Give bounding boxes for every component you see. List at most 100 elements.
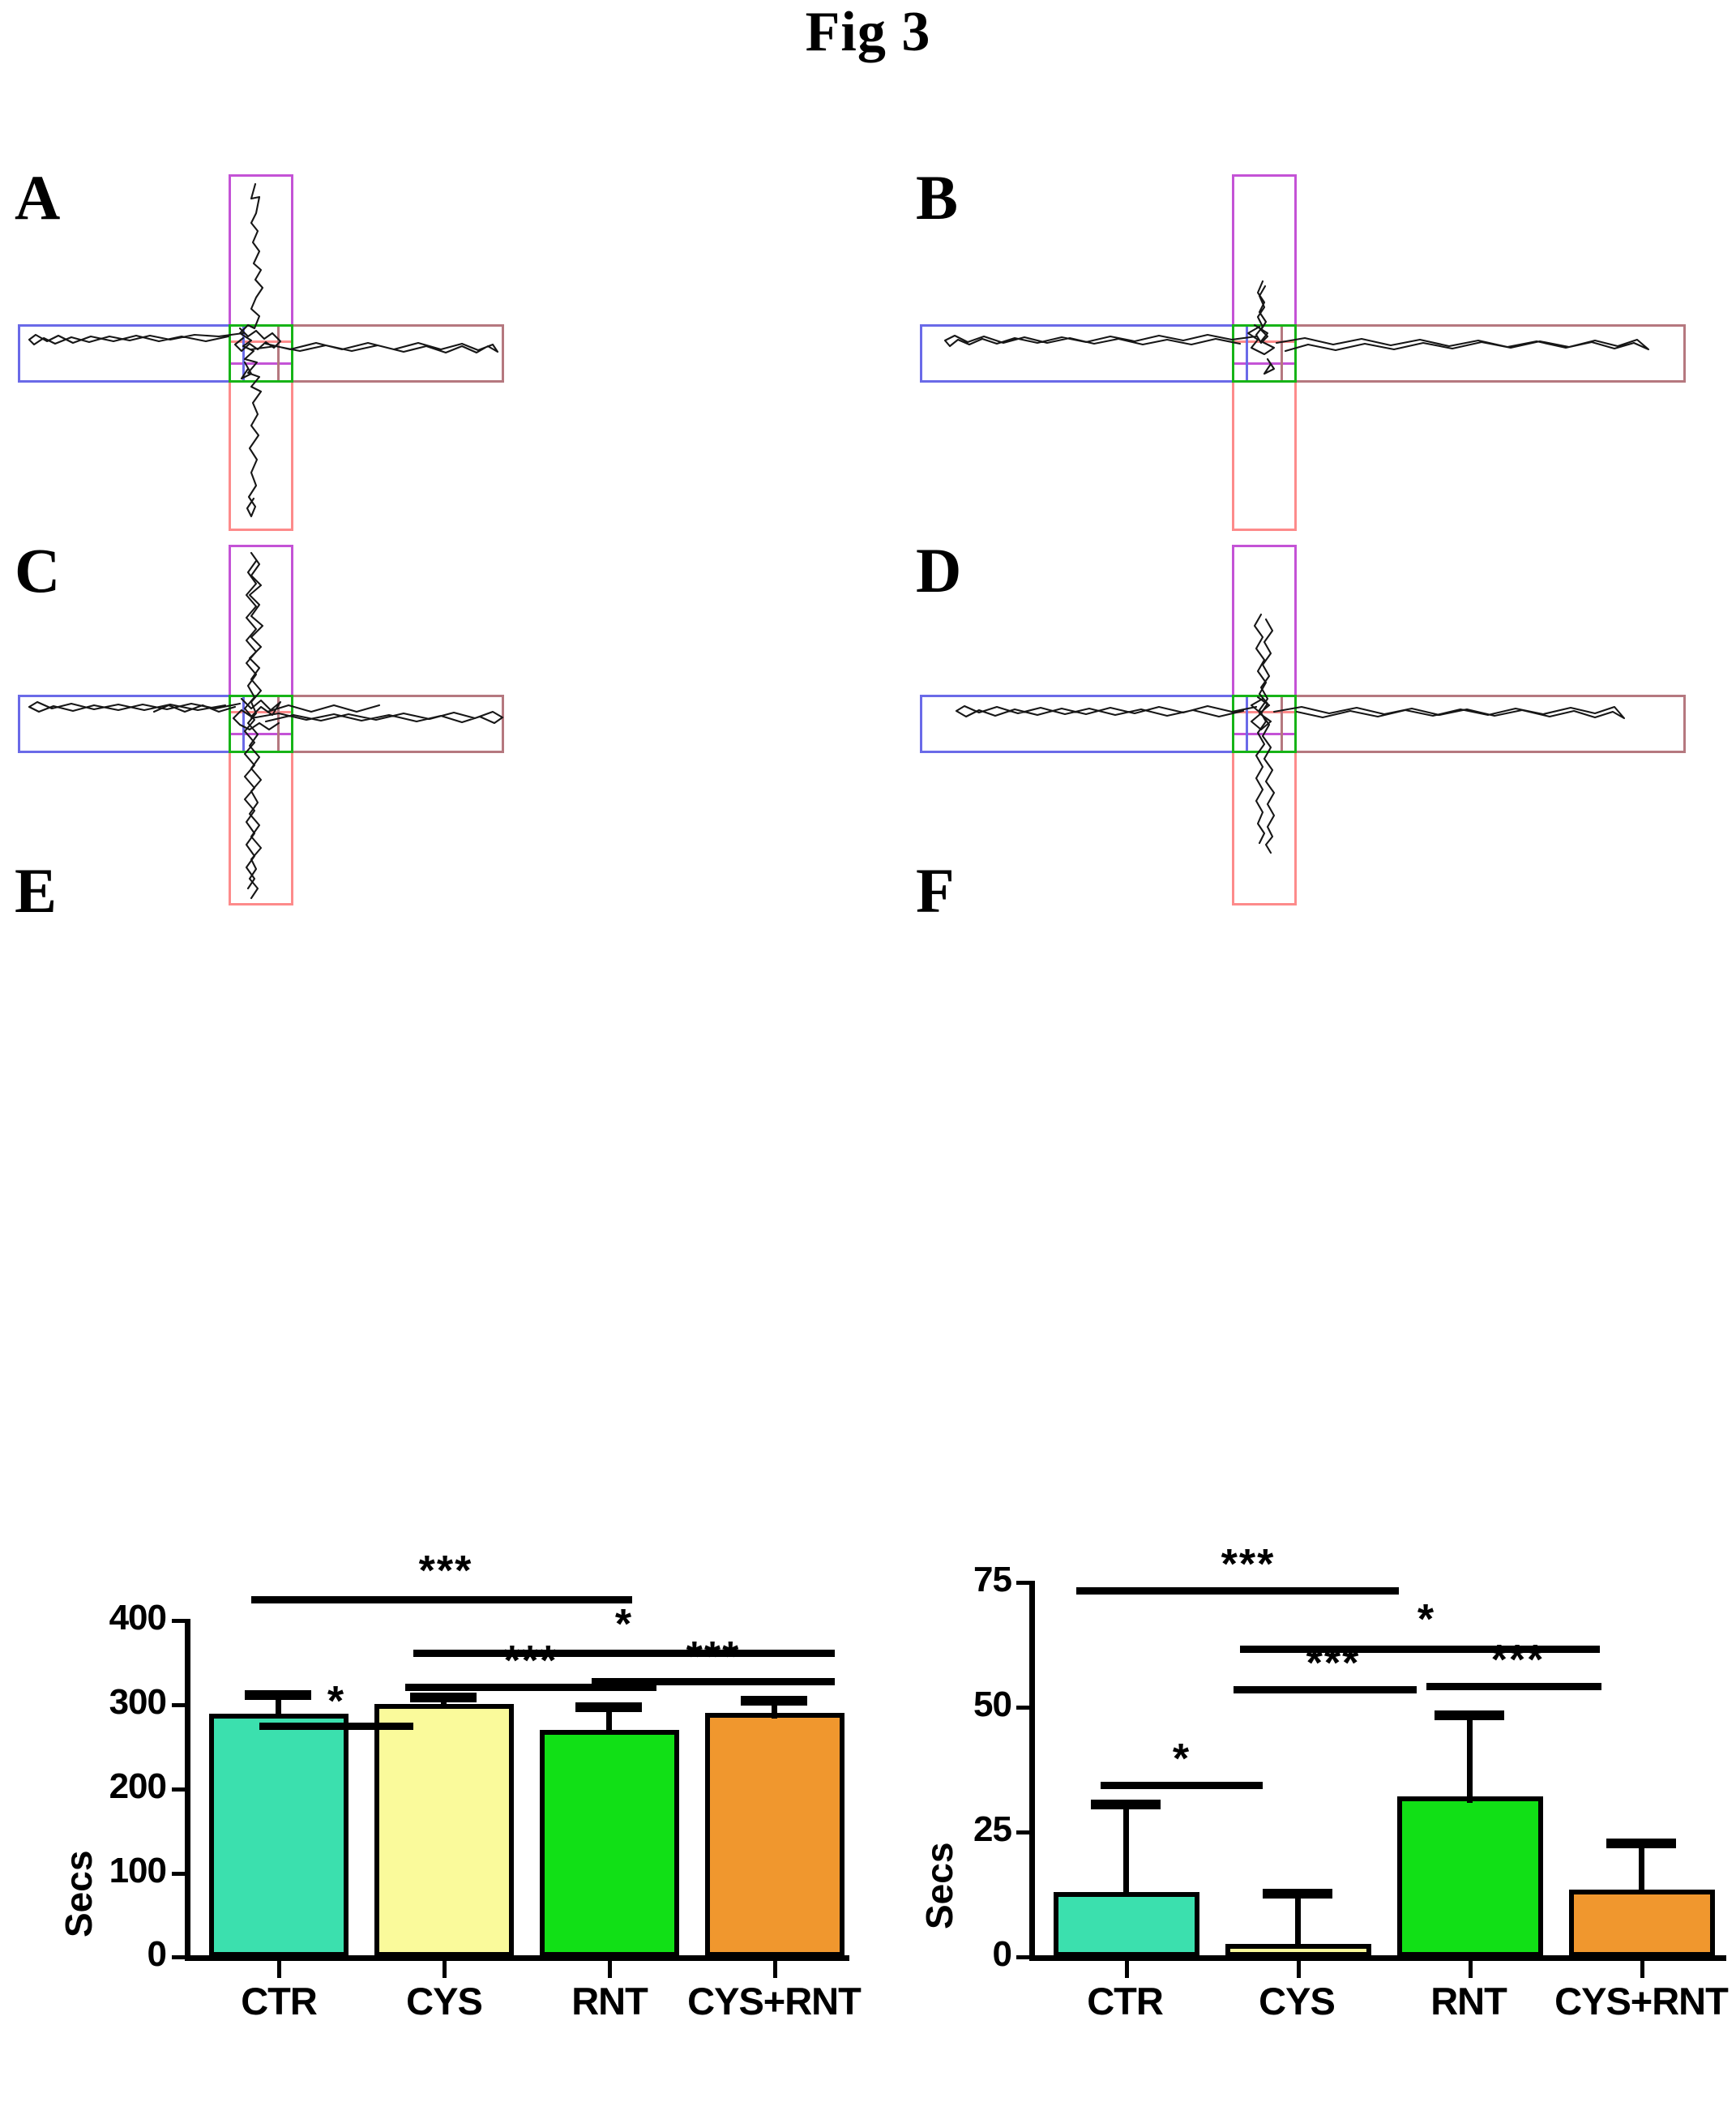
sig-bar-ctr-rnt-e <box>251 1596 632 1603</box>
y-tick-label-200: 200 <box>109 1766 167 1806</box>
error-line-rnt-f <box>1467 1715 1473 1803</box>
y-tick-100 <box>172 1872 186 1876</box>
x-axis-label-cys-e: CYS <box>406 1980 483 2023</box>
zone-box-center <box>229 695 293 753</box>
y-tick-200 <box>172 1787 186 1792</box>
movement-trace-a <box>28 182 499 518</box>
panel-letter-f: F <box>916 855 955 926</box>
error-cap-cys-e <box>410 1693 477 1702</box>
zone-box-left <box>920 695 1248 753</box>
x-axis-label-cysrnt-f: CYS+RNT <box>1554 1980 1729 2023</box>
x-axis-label-rnt-f: RNT <box>1430 1980 1507 2023</box>
bar-rnt-e <box>540 1730 679 1957</box>
figure-title: Fig 3 <box>805 1 931 63</box>
zone-box-right <box>277 324 504 383</box>
sig-bar-ctr-cys-e <box>259 1723 413 1730</box>
x-tick-cysrnt-f <box>1640 1960 1644 1978</box>
error-cap-cys-f <box>1263 1889 1332 1899</box>
panel-letter-e: E <box>15 855 58 926</box>
error-cap-rnt-f <box>1435 1710 1504 1720</box>
error-cap-ctr-e <box>245 1690 311 1700</box>
zone-box-top <box>229 174 293 365</box>
sig-stars-ctr-rnt-f: *** <box>1221 1541 1276 1588</box>
x-tick-ctr-e <box>277 1960 281 1978</box>
error-line-rnt-e <box>606 1707 612 1735</box>
x-axis-label-ctr-f: CTR <box>1087 1980 1164 2023</box>
x-axis-label-cysrnt-e: CYS+RNT <box>687 1980 862 2023</box>
sig-stars-ctr-cys-f: * <box>1172 1736 1191 1783</box>
error-cap-cysrnt-e <box>741 1696 807 1706</box>
x-tick-ctr-f <box>1125 1960 1129 1978</box>
y-tick-label-300: 300 <box>109 1682 167 1722</box>
sig-bar-cys-rnt-e <box>405 1684 656 1691</box>
bar-chart-panel-f: Secs 75 50 25 0 CTR CYS RNT CYS+RNT *** … <box>867 1543 1736 2051</box>
track-plot-panel-c <box>8 545 527 905</box>
x-axis-label-rnt-e: RNT <box>571 1980 648 2023</box>
sig-bar-rnt-cysrnt-e <box>592 1678 835 1685</box>
zone-box-left <box>18 695 245 753</box>
sig-stars-cys-cysrnt-e: * <box>614 1601 634 1648</box>
x-axis-line-e <box>185 1955 849 1961</box>
sig-bar-cys-cysrnt-f <box>1240 1646 1600 1653</box>
track-plot-panel-a <box>8 174 527 531</box>
sig-stars-cys-rnt-e: *** <box>503 1638 558 1685</box>
sig-bar-rnt-cysrnt-f <box>1426 1683 1601 1690</box>
y-tick-label-400: 400 <box>109 1598 167 1638</box>
y-axis-line-e <box>185 1619 190 1960</box>
error-line-cysrnt-e <box>772 1701 777 1719</box>
x-axis-line-f <box>1029 1955 1726 1961</box>
zone-box-bottom <box>229 340 293 531</box>
y-tick-label-100: 100 <box>109 1851 167 1890</box>
error-line-ctr-f <box>1123 1804 1129 1895</box>
sig-stars-ctr-rnt-e: *** <box>418 1548 473 1595</box>
panel-letter-d: D <box>916 535 962 606</box>
zone-box-right <box>1281 695 1686 753</box>
y-tick-25 <box>1016 1830 1030 1834</box>
y-tick-300 <box>172 1703 186 1707</box>
y-axis-line-f <box>1029 1581 1035 1960</box>
track-plot-panel-d <box>908 545 1718 905</box>
sig-bar-ctr-cys-f <box>1101 1782 1263 1789</box>
movement-trace-c <box>28 551 504 900</box>
y-tick-400 <box>172 1619 186 1623</box>
bar-chart-panel-e: Secs 400 300 200 100 0 CTR CYS RNT CYS+R… <box>0 1550 867 2051</box>
zone-box-top <box>1232 174 1297 365</box>
panel-letter-c: C <box>15 535 61 606</box>
y-tick-label-25: 25 <box>973 1809 1012 1849</box>
zone-box-center <box>1232 695 1297 753</box>
zone-box-top <box>229 545 293 735</box>
sig-stars-cys-rnt-f: *** <box>1306 1640 1361 1687</box>
sig-bar-ctr-rnt-f <box>1076 1587 1399 1595</box>
y-tick-label-0: 0 <box>992 1934 1012 1974</box>
sig-stars-cys-cysrnt-f: * <box>1417 1596 1436 1643</box>
x-tick-rnt-e <box>608 1960 612 1978</box>
zone-box-bottom <box>229 711 293 905</box>
error-cap-cysrnt-f <box>1606 1839 1676 1848</box>
x-tick-cys-f <box>1297 1960 1301 1978</box>
bar-ctr-e <box>209 1714 348 1957</box>
zone-box-left <box>18 324 245 383</box>
zone-box-right <box>1281 324 1686 383</box>
movement-trace-b <box>943 280 1650 375</box>
bar-cysrnt-e <box>705 1713 844 1957</box>
track-plot-panel-b <box>908 174 1718 531</box>
error-cap-rnt-e <box>575 1702 642 1712</box>
y-tick-label-75: 75 <box>973 1560 1012 1599</box>
y-tick-0 <box>1016 1955 1030 1959</box>
y-axis-label-f: Secs <box>918 1842 960 1929</box>
y-tick-label-50: 50 <box>973 1685 1012 1724</box>
bar-ctr-f <box>1054 1892 1199 1957</box>
sig-stars-rnt-cysrnt-f: *** <box>1490 1637 1546 1684</box>
zone-box-bottom <box>1232 711 1297 905</box>
x-axis-label-ctr-e: CTR <box>241 1980 318 2023</box>
error-line-cys-f <box>1295 1894 1301 1947</box>
sig-bar-cys-cysrnt-e <box>413 1650 835 1657</box>
x-axis-label-cys-f: CYS <box>1259 1980 1336 2023</box>
sig-stars-rnt-cysrnt-e: *** <box>686 1633 741 1680</box>
panel-letter-a: A <box>15 162 61 233</box>
sig-stars-ctr-cys-e: * <box>327 1678 346 1725</box>
bar-cys-e <box>374 1704 514 1957</box>
error-line-ctr-e <box>276 1696 281 1719</box>
x-tick-cys-e <box>443 1960 447 1978</box>
y-tick-label-0: 0 <box>147 1934 167 1974</box>
